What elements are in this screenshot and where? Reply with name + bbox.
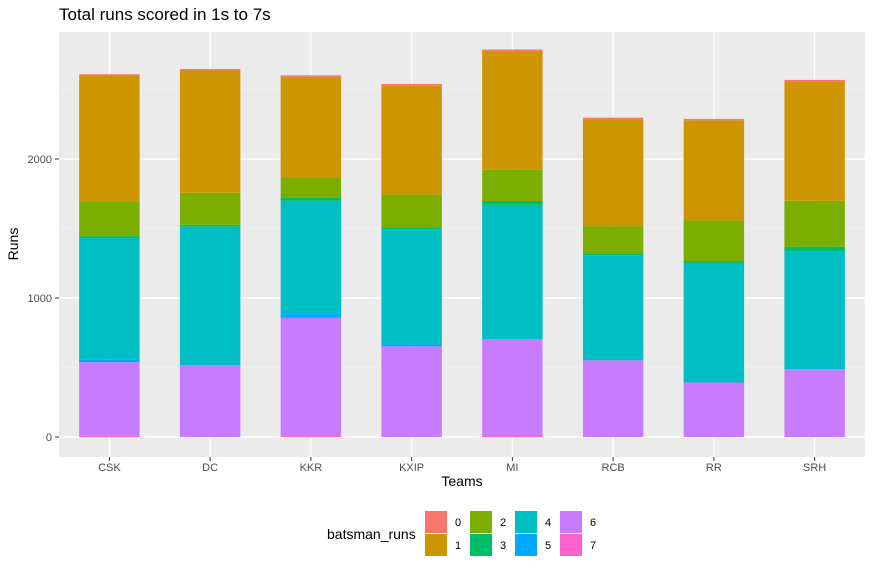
bar-segment-dc-4 bbox=[179, 226, 241, 365]
bar-segment-kxip-0 bbox=[381, 83, 442, 86]
x-tick-label: CSK bbox=[98, 462, 121, 474]
bar-segment-dc-6 bbox=[179, 364, 241, 437]
x-tick-label: MI bbox=[506, 462, 518, 474]
legend-key-3 bbox=[470, 534, 492, 556]
bar-segment-csk-1 bbox=[79, 75, 140, 202]
bar-segment-mi-1 bbox=[482, 50, 543, 170]
bar-segment-srh-3 bbox=[784, 246, 845, 252]
legend-label-3: 3 bbox=[500, 540, 506, 552]
bar-segment-kxip-3 bbox=[381, 227, 442, 230]
bar-segment-rr-4 bbox=[683, 262, 745, 383]
bar-segment-srh-1 bbox=[784, 81, 845, 201]
bar-segment-rcb-1 bbox=[582, 119, 644, 227]
bar-segment-kkr-6 bbox=[280, 317, 342, 437]
y-tick-label: 0 bbox=[46, 432, 52, 444]
bar-segment-rr-0 bbox=[683, 118, 745, 121]
bar-segment-dc-1 bbox=[179, 70, 241, 193]
bar-segment-kxip-2 bbox=[381, 194, 442, 228]
bar-segment-srh-2 bbox=[784, 200, 845, 247]
bar-segment-srh-6 bbox=[784, 369, 845, 437]
bar-segment-rcb-4 bbox=[582, 255, 644, 361]
x-tick-label: KXIP bbox=[399, 462, 424, 474]
legend-label-1: 1 bbox=[455, 540, 461, 552]
bar-segment-kkr-1 bbox=[280, 76, 342, 178]
bar-segment-kkr-2 bbox=[280, 177, 342, 198]
bar-segment-kkr-7 bbox=[280, 436, 342, 437]
bar-segment-mi-6 bbox=[482, 339, 543, 436]
bar-segment-kxip-5 bbox=[381, 344, 442, 347]
bar-segment-rr-3 bbox=[683, 261, 745, 263]
legend-label-6: 6 bbox=[590, 517, 596, 529]
bar-segment-rcb-3 bbox=[582, 253, 644, 256]
bar-segment-srh-4 bbox=[784, 251, 845, 370]
legend-title: batsman_runs bbox=[327, 526, 416, 542]
x-tick-label: SRH bbox=[803, 462, 826, 474]
bar-segment-srh-0 bbox=[784, 79, 845, 82]
chart-title: Total runs scored in 1s to 7s bbox=[59, 5, 271, 24]
legend-label-0: 0 bbox=[455, 517, 461, 529]
legend-key-1 bbox=[425, 534, 447, 556]
bar-segment-rr-2 bbox=[683, 220, 745, 262]
bar-segment-mi-7 bbox=[482, 435, 543, 437]
x-tick-label: DC bbox=[202, 462, 218, 474]
bar-segment-rcb-6 bbox=[582, 360, 644, 437]
bar-segment-kxip-4 bbox=[381, 229, 442, 345]
x-axis-title: Teams bbox=[441, 473, 482, 489]
legend-label-4: 4 bbox=[545, 517, 551, 529]
bar-segment-csk-3 bbox=[79, 236, 140, 239]
bar-segment-dc-2 bbox=[179, 192, 241, 225]
bar-segment-csk-6 bbox=[79, 362, 140, 436]
y-tick-label: 1000 bbox=[28, 293, 52, 305]
y-axis: 0 1000 2000 bbox=[28, 154, 59, 444]
legend-label-5: 5 bbox=[545, 540, 551, 552]
legend-key-6 bbox=[560, 511, 582, 533]
legend-key-4 bbox=[515, 511, 537, 533]
legend-label-2: 2 bbox=[500, 517, 506, 529]
bar-segment-rr-1 bbox=[683, 120, 745, 221]
bar-segment-mi-2 bbox=[482, 169, 543, 201]
bar-segment-csk-4 bbox=[79, 238, 140, 360]
x-tick-label: KKR bbox=[300, 462, 323, 474]
y-axis-title: Runs bbox=[5, 228, 21, 261]
bar-segment-mi-4 bbox=[482, 204, 543, 340]
x-tick-label: RR bbox=[706, 462, 722, 474]
bar-segment-rcb-2 bbox=[582, 226, 644, 254]
bar-segment-csk-7 bbox=[79, 435, 140, 437]
y-tick-label: 2000 bbox=[28, 154, 52, 166]
legend-key-5 bbox=[515, 534, 537, 556]
bar-segment-csk-2 bbox=[79, 201, 140, 237]
bar-segment-mi-0 bbox=[482, 49, 543, 51]
bar-segment-kkr-0 bbox=[280, 75, 342, 77]
legend-label-7: 7 bbox=[590, 540, 596, 552]
bar-segment-kkr-4 bbox=[280, 200, 342, 314]
bar-segment-kxip-1 bbox=[381, 85, 442, 195]
bar-segment-kkr-3 bbox=[280, 197, 342, 201]
bar-segment-rcb-0 bbox=[582, 117, 644, 120]
bar-segment-kxip-6 bbox=[381, 346, 442, 437]
legend-key-2 bbox=[470, 511, 492, 533]
bar-segment-csk-5 bbox=[79, 359, 140, 363]
legend-key-0 bbox=[425, 511, 447, 533]
bar-segment-dc-0 bbox=[179, 69, 241, 71]
bars bbox=[79, 49, 845, 437]
x-tick-label: RCB bbox=[602, 462, 625, 474]
legend: batsman_runs 0 1 2 3 4 5 6 7 bbox=[327, 511, 596, 556]
x-axis: CSK DC KKR KXIP MI RCB RR SRH bbox=[98, 457, 826, 474]
bar-segment-mi-3 bbox=[482, 200, 543, 205]
bar-segment-csk-0 bbox=[79, 74, 140, 76]
bar-segment-rr-6 bbox=[683, 382, 745, 437]
bar-segment-kkr-5 bbox=[280, 313, 342, 318]
legend-key-7 bbox=[560, 534, 582, 556]
bar-segment-dc-3 bbox=[179, 224, 241, 227]
